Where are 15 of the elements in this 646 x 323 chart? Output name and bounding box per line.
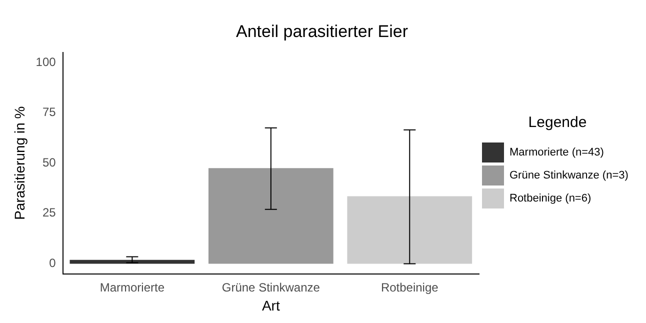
legend-label: Grüne Stinkwanze (n=3) <box>510 170 628 182</box>
x-tick-label: Grüne Stinkwanze <box>222 280 320 294</box>
y-tick-label: 50 <box>42 155 56 170</box>
chart-title: Anteil parasitierter Eier <box>236 22 408 41</box>
y-axis-title: Parasitierung in % <box>11 106 28 220</box>
x-tick-label: Marmorierte <box>100 280 165 294</box>
legend-title: Legende <box>528 114 587 132</box>
x-axis-title: Art <box>262 297 280 314</box>
y-tick-label: 0 <box>49 256 56 270</box>
y-tick-label: 25 <box>42 206 56 220</box>
x-tick-label: Rotbeinige <box>380 280 439 294</box>
y-tick-label: 75 <box>42 105 56 120</box>
y-tick-label: 100 <box>36 54 56 69</box>
legend-label: Marmorierte (n=43) <box>510 146 604 159</box>
legend-label: Rotbeinige (n=6) <box>510 192 592 205</box>
